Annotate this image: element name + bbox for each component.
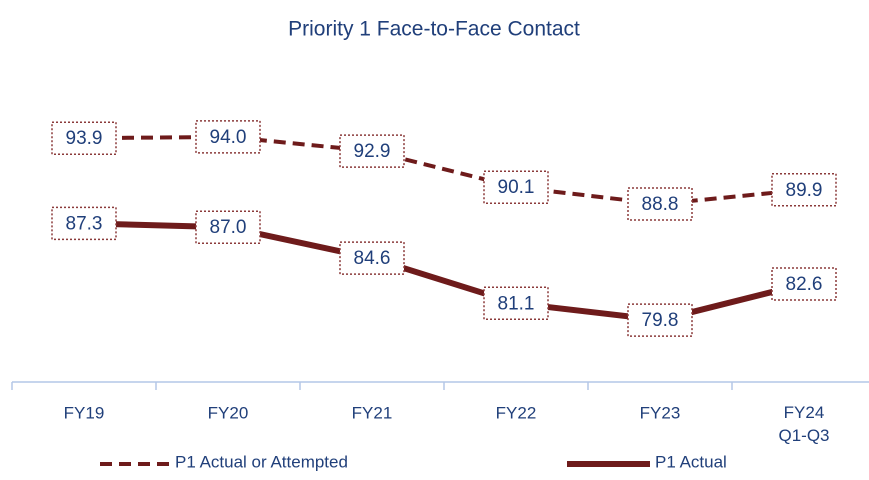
data-label-box xyxy=(483,170,549,204)
legend-label: P1 Actual or Attempted xyxy=(175,452,348,471)
x-tick-label: FY22 xyxy=(496,403,537,422)
x-tick-label: FY20 xyxy=(208,403,249,422)
data-label: 89.9 xyxy=(786,180,823,201)
data-label-box xyxy=(627,187,693,221)
x-tick-label: FY24 Q1-Q3 xyxy=(778,403,829,445)
x-tick-label: FY21 xyxy=(352,403,393,422)
data-label-box xyxy=(339,241,405,275)
data-label: 79.8 xyxy=(642,310,679,331)
data-label: 84.6 xyxy=(354,248,391,269)
data-label-box xyxy=(771,267,837,301)
data-label: 88.8 xyxy=(642,194,679,215)
legend-label: P1 Actual xyxy=(655,452,727,471)
data-label-box xyxy=(771,173,837,207)
x-tick-label: FY23 xyxy=(640,403,681,422)
chart-title: Priority 1 Face-to-Face Contact xyxy=(288,18,580,41)
data-label-box xyxy=(195,120,261,154)
data-label: 87.3 xyxy=(66,213,103,234)
data-label-box xyxy=(195,210,261,244)
data-label: 94.0 xyxy=(210,127,247,148)
data-label-box xyxy=(51,206,117,241)
line-series xyxy=(83,134,805,206)
data-label: 81.1 xyxy=(498,293,535,314)
data-label: 92.9 xyxy=(354,141,391,162)
data-label: 82.6 xyxy=(786,274,823,295)
data-label-box xyxy=(627,303,693,337)
line-series xyxy=(83,220,805,324)
x-tick-label: FY19 xyxy=(64,403,105,422)
data-label: 93.9 xyxy=(66,128,103,149)
data-label-box xyxy=(339,134,405,168)
data-label-box xyxy=(483,286,549,321)
data-label: 87.0 xyxy=(210,217,247,238)
data-label-box xyxy=(51,121,117,155)
data-label: 90.1 xyxy=(498,177,535,198)
